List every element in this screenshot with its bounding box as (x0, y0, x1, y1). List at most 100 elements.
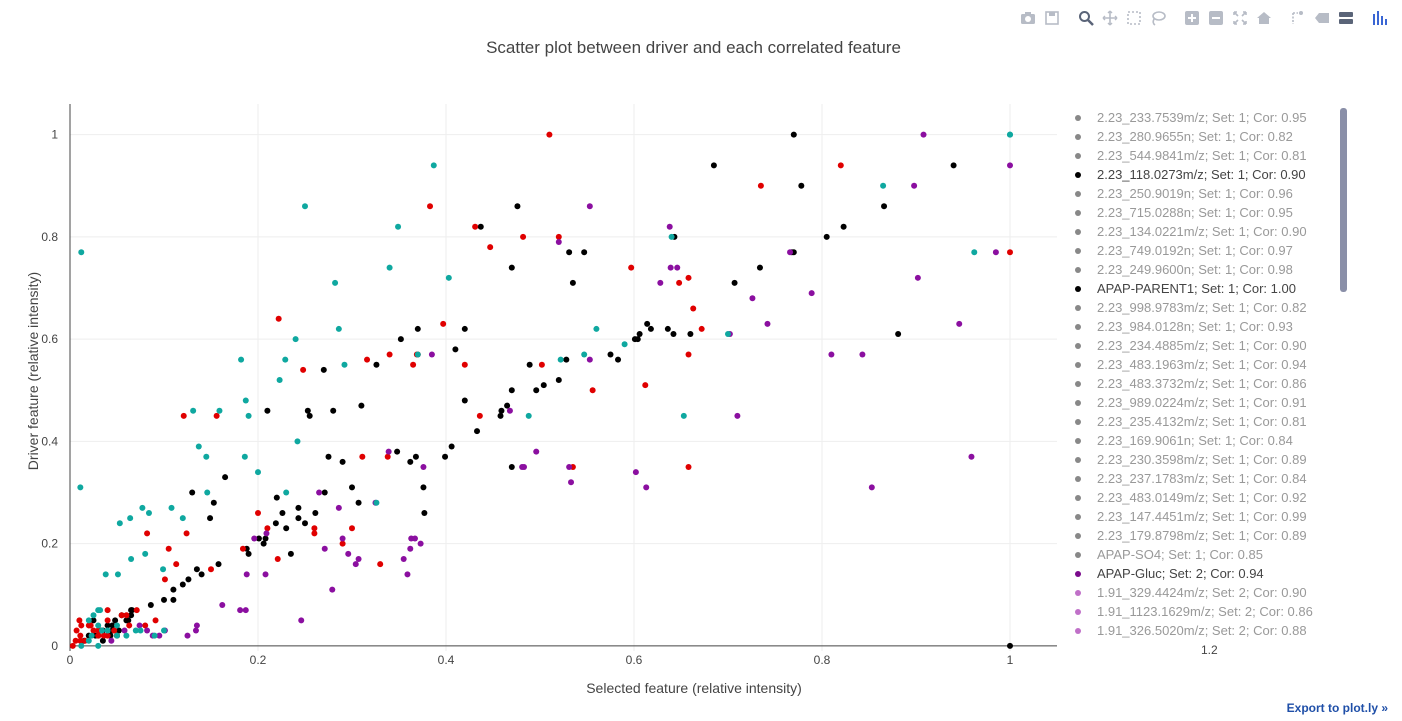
data-point[interactable] (311, 525, 318, 532)
data-point[interactable] (203, 453, 210, 460)
data-point[interactable] (546, 131, 553, 138)
data-point[interactable] (114, 622, 120, 629)
data-point[interactable] (213, 412, 220, 419)
data-point[interactable] (242, 607, 249, 614)
data-point[interactable] (170, 586, 177, 593)
data-point[interactable] (300, 366, 307, 373)
legend-item[interactable]: APAP-Gluc; Set: 2; Cor: 0.94 (1066, 564, 1344, 583)
data-point[interactable] (474, 428, 481, 435)
legend-item[interactable]: 2.23_544.9841m/z; Set: 1; Cor: 0.81 (1066, 146, 1344, 165)
data-point[interactable] (335, 504, 342, 511)
data-point[interactable] (104, 607, 111, 614)
data-point[interactable] (676, 279, 683, 286)
data-point[interactable] (332, 279, 339, 286)
data-point[interactable] (272, 520, 279, 527)
data-point[interactable] (295, 504, 302, 511)
data-point[interactable] (129, 607, 136, 614)
data-point[interactable] (126, 622, 133, 629)
data-point[interactable] (992, 249, 999, 256)
data-point[interactable] (90, 617, 97, 624)
data-point[interactable] (643, 484, 650, 491)
data-point[interactable] (358, 402, 365, 409)
data-point[interactable] (373, 499, 380, 506)
data-point[interactable] (461, 361, 468, 368)
data-point[interactable] (173, 561, 180, 568)
data-point[interactable] (87, 622, 94, 629)
data-point[interactable] (165, 545, 172, 552)
legend-item[interactable]: 2.23_483.0149m/z; Set: 1; Cor: 0.92 (1066, 488, 1344, 507)
data-point[interactable] (341, 361, 348, 368)
data-point[interactable] (78, 622, 85, 629)
data-point[interactable] (386, 351, 393, 358)
hover-closest-icon[interactable] (1312, 8, 1332, 28)
data-point[interactable] (273, 494, 280, 501)
data-point[interactable] (123, 612, 130, 619)
home-icon[interactable] (1254, 8, 1274, 28)
data-point[interactable] (255, 509, 261, 516)
data-point[interactable] (911, 182, 918, 189)
data-point[interactable] (168, 504, 175, 511)
save-icon[interactable] (1042, 8, 1062, 28)
data-point[interactable] (219, 601, 226, 608)
data-point[interactable] (189, 489, 196, 496)
legend-item[interactable]: 2.23_179.8798m/z; Set: 1; Cor: 0.89 (1066, 526, 1344, 545)
data-point[interactable] (647, 325, 654, 332)
data-point[interactable] (859, 351, 866, 358)
data-point[interactable] (239, 545, 246, 552)
data-point[interactable] (216, 407, 223, 414)
data-point[interactable] (339, 540, 346, 547)
data-point[interactable] (749, 295, 756, 302)
data-point[interactable] (161, 576, 168, 583)
data-point[interactable] (384, 453, 391, 460)
data-point[interactable] (880, 182, 887, 189)
data-point[interactable] (823, 233, 830, 240)
data-point[interactable] (118, 612, 125, 619)
data-point[interactable] (828, 351, 835, 358)
data-point[interactable] (452, 346, 459, 353)
data-point[interactable] (498, 407, 505, 414)
legend-item[interactable]: APAP-SO4; Set: 1; Cor: 0.85 (1066, 545, 1344, 564)
data-point[interactable] (335, 325, 342, 332)
data-point[interactable] (787, 249, 794, 256)
spike-lines-icon[interactable] (1288, 8, 1308, 28)
data-point[interactable] (445, 274, 452, 281)
legend-item[interactable]: 2.23_147.4451m/z; Set: 1; Cor: 0.99 (1066, 507, 1344, 526)
data-point[interactable] (77, 484, 84, 491)
data-point[interactable] (1007, 249, 1013, 256)
data-point[interactable] (586, 356, 593, 363)
data-point[interactable] (477, 223, 484, 230)
data-point[interactable] (320, 366, 327, 373)
zoom-icon[interactable] (1076, 8, 1096, 28)
data-point[interactable] (421, 509, 428, 516)
data-point[interactable] (352, 561, 359, 568)
data-point[interactable] (276, 377, 283, 384)
data-point[interactable] (95, 622, 102, 629)
data-point[interactable] (144, 530, 151, 537)
data-point[interactable] (414, 325, 421, 332)
data-point[interactable] (533, 387, 540, 394)
data-point[interactable] (950, 162, 957, 169)
camera-icon[interactable] (1018, 8, 1038, 28)
data-point[interactable] (407, 458, 414, 465)
data-point[interactable] (472, 223, 479, 230)
data-point[interactable] (78, 642, 85, 649)
data-point[interactable] (386, 264, 393, 271)
data-point[interactable] (657, 279, 664, 286)
data-point[interactable] (242, 397, 249, 404)
data-point[interactable] (127, 515, 134, 522)
data-point[interactable] (241, 453, 248, 460)
data-point[interactable] (569, 279, 576, 286)
data-point[interactable] (607, 351, 614, 358)
legend-item[interactable]: 2.23_989.0224m/z; Set: 1; Cor: 0.91 (1066, 393, 1344, 412)
data-point[interactable] (680, 412, 687, 419)
legend-scrollbar[interactable] (1340, 108, 1347, 292)
pan-icon[interactable] (1100, 8, 1120, 28)
autoscale-icon[interactable] (1230, 8, 1250, 28)
data-point[interactable] (670, 331, 677, 338)
data-point[interactable] (255, 535, 262, 542)
data-point[interactable] (956, 320, 963, 327)
legend-item[interactable]: 2.23_984.0128n; Set: 1; Cor: 0.93 (1066, 317, 1344, 336)
data-point[interactable] (161, 627, 167, 634)
data-point[interactable] (636, 331, 643, 338)
data-point[interactable] (325, 453, 332, 460)
